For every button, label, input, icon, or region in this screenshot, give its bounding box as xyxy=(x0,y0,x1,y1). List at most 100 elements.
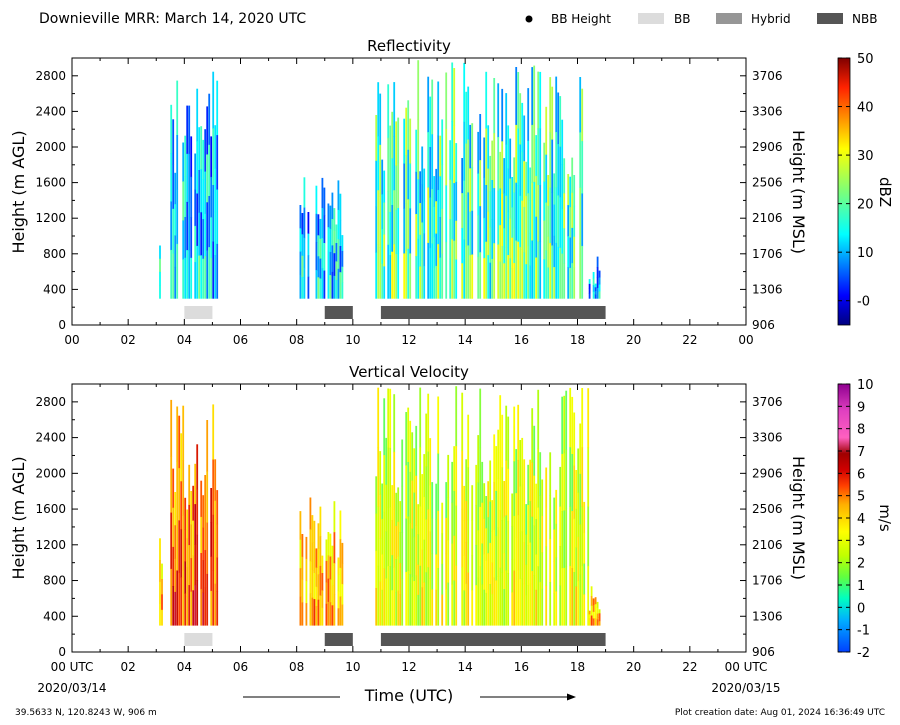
x-tick-label: 12 xyxy=(401,333,416,347)
y-tick-label: 400 xyxy=(43,282,66,296)
echo-cell xyxy=(379,247,382,299)
echo-cell xyxy=(453,68,456,126)
echo-cell xyxy=(555,591,558,626)
echo-cell xyxy=(391,251,394,299)
echo-cell xyxy=(567,205,570,237)
colorbar-tick-label: 10 xyxy=(857,378,874,393)
y-tick-label: 400 xyxy=(43,609,66,623)
echo-cell xyxy=(529,167,532,201)
echo-cell xyxy=(170,201,173,251)
echo-cell xyxy=(549,187,552,244)
echo-cell xyxy=(375,252,378,299)
echo-cell xyxy=(529,542,532,585)
time-axis-label: Time (UTC) xyxy=(243,686,576,705)
echo-cell xyxy=(592,618,595,626)
echo-cell xyxy=(419,387,422,448)
echo-cell xyxy=(309,497,312,530)
echo-cell xyxy=(385,484,388,532)
echo-cell xyxy=(535,589,538,626)
echo-cell xyxy=(463,485,466,522)
echo-cell xyxy=(525,534,528,566)
echo-cell xyxy=(413,581,416,626)
echo-cell xyxy=(559,585,562,626)
echo-cell xyxy=(435,233,438,267)
echo-cell xyxy=(178,468,181,521)
echo-cell xyxy=(319,536,322,567)
echo-cell xyxy=(313,520,316,548)
colorbar-tick-label: 7 xyxy=(857,445,865,460)
echo-cell xyxy=(204,475,207,513)
echo-cell xyxy=(525,594,528,626)
echo-cell xyxy=(499,567,502,626)
echo-cell xyxy=(481,461,484,504)
echo-cell xyxy=(439,176,442,218)
echo-cell xyxy=(509,218,512,259)
echo-cell xyxy=(587,447,590,508)
echo-cell xyxy=(539,71,542,129)
echo-cell xyxy=(463,555,466,591)
echo-cell xyxy=(592,272,595,279)
echo-cell xyxy=(411,577,414,626)
echo-cell xyxy=(321,590,324,609)
echo-cell xyxy=(301,602,304,626)
echo-cell xyxy=(405,412,408,466)
echo-cell xyxy=(501,193,504,247)
echo-cell xyxy=(403,163,406,209)
x-tick-label: 20 xyxy=(626,333,641,347)
echo-cell xyxy=(503,589,506,626)
time-arrow-head xyxy=(567,693,576,701)
echo-cell xyxy=(419,447,422,507)
echo-cell xyxy=(393,244,396,299)
echo-cell xyxy=(202,179,205,220)
echo-cell xyxy=(529,459,532,502)
echo-cell xyxy=(465,143,468,196)
echo-cell xyxy=(594,604,597,612)
echo-cell xyxy=(507,416,510,470)
echo-cell xyxy=(170,399,173,457)
echo-cell xyxy=(397,521,400,557)
echo-cell xyxy=(489,542,492,585)
echo-cell xyxy=(573,518,576,573)
x-tick-label: 20 xyxy=(626,660,641,674)
echo-cell xyxy=(487,211,490,256)
echo-cell xyxy=(519,195,522,248)
echo-cell xyxy=(598,617,601,622)
echo-cell xyxy=(483,483,486,520)
echo-cell xyxy=(190,558,193,593)
echo-cell xyxy=(170,456,173,513)
echo-cell xyxy=(161,594,163,611)
echo-cell xyxy=(383,398,386,456)
echo-cell xyxy=(337,268,340,299)
echo-cell xyxy=(549,582,552,626)
x-tick-label: 14 xyxy=(458,660,473,674)
echo-cell xyxy=(172,208,175,254)
echo-cell xyxy=(598,277,601,285)
legend: BB Height BB Hybrid NBB xyxy=(525,12,877,26)
echo-cell xyxy=(194,189,197,227)
echo-cell xyxy=(341,542,344,564)
echo-cell xyxy=(435,168,438,202)
reflectivity-plot-area: 00 02 04 06 08 10 12 14 16 18 20 22 0004008001200160… xyxy=(35,57,783,347)
echo-cell xyxy=(395,559,398,593)
echo-cell xyxy=(415,214,418,257)
echo-cell xyxy=(590,615,593,626)
echo-cell xyxy=(389,447,392,508)
echo-cell xyxy=(571,192,574,229)
colorbar-tick-label: 2 xyxy=(857,557,865,572)
echo-cell xyxy=(465,246,468,299)
x-tick-label: 22 xyxy=(682,333,697,347)
echo-cell xyxy=(381,589,384,626)
echo-cell xyxy=(577,492,580,538)
echo-cell xyxy=(537,185,540,243)
echo-cell xyxy=(159,258,161,273)
echo-cell xyxy=(333,208,336,231)
echo-cell xyxy=(517,515,520,571)
echo-cell xyxy=(391,520,394,556)
echo-cell xyxy=(477,256,480,299)
y-tick-label: 2800 xyxy=(35,395,66,409)
echo-cell xyxy=(592,291,595,299)
echo-cell xyxy=(537,241,540,299)
echo-cell xyxy=(445,185,448,243)
echo-cell xyxy=(375,476,378,514)
y-right-tick-label: 1306 xyxy=(752,609,783,623)
